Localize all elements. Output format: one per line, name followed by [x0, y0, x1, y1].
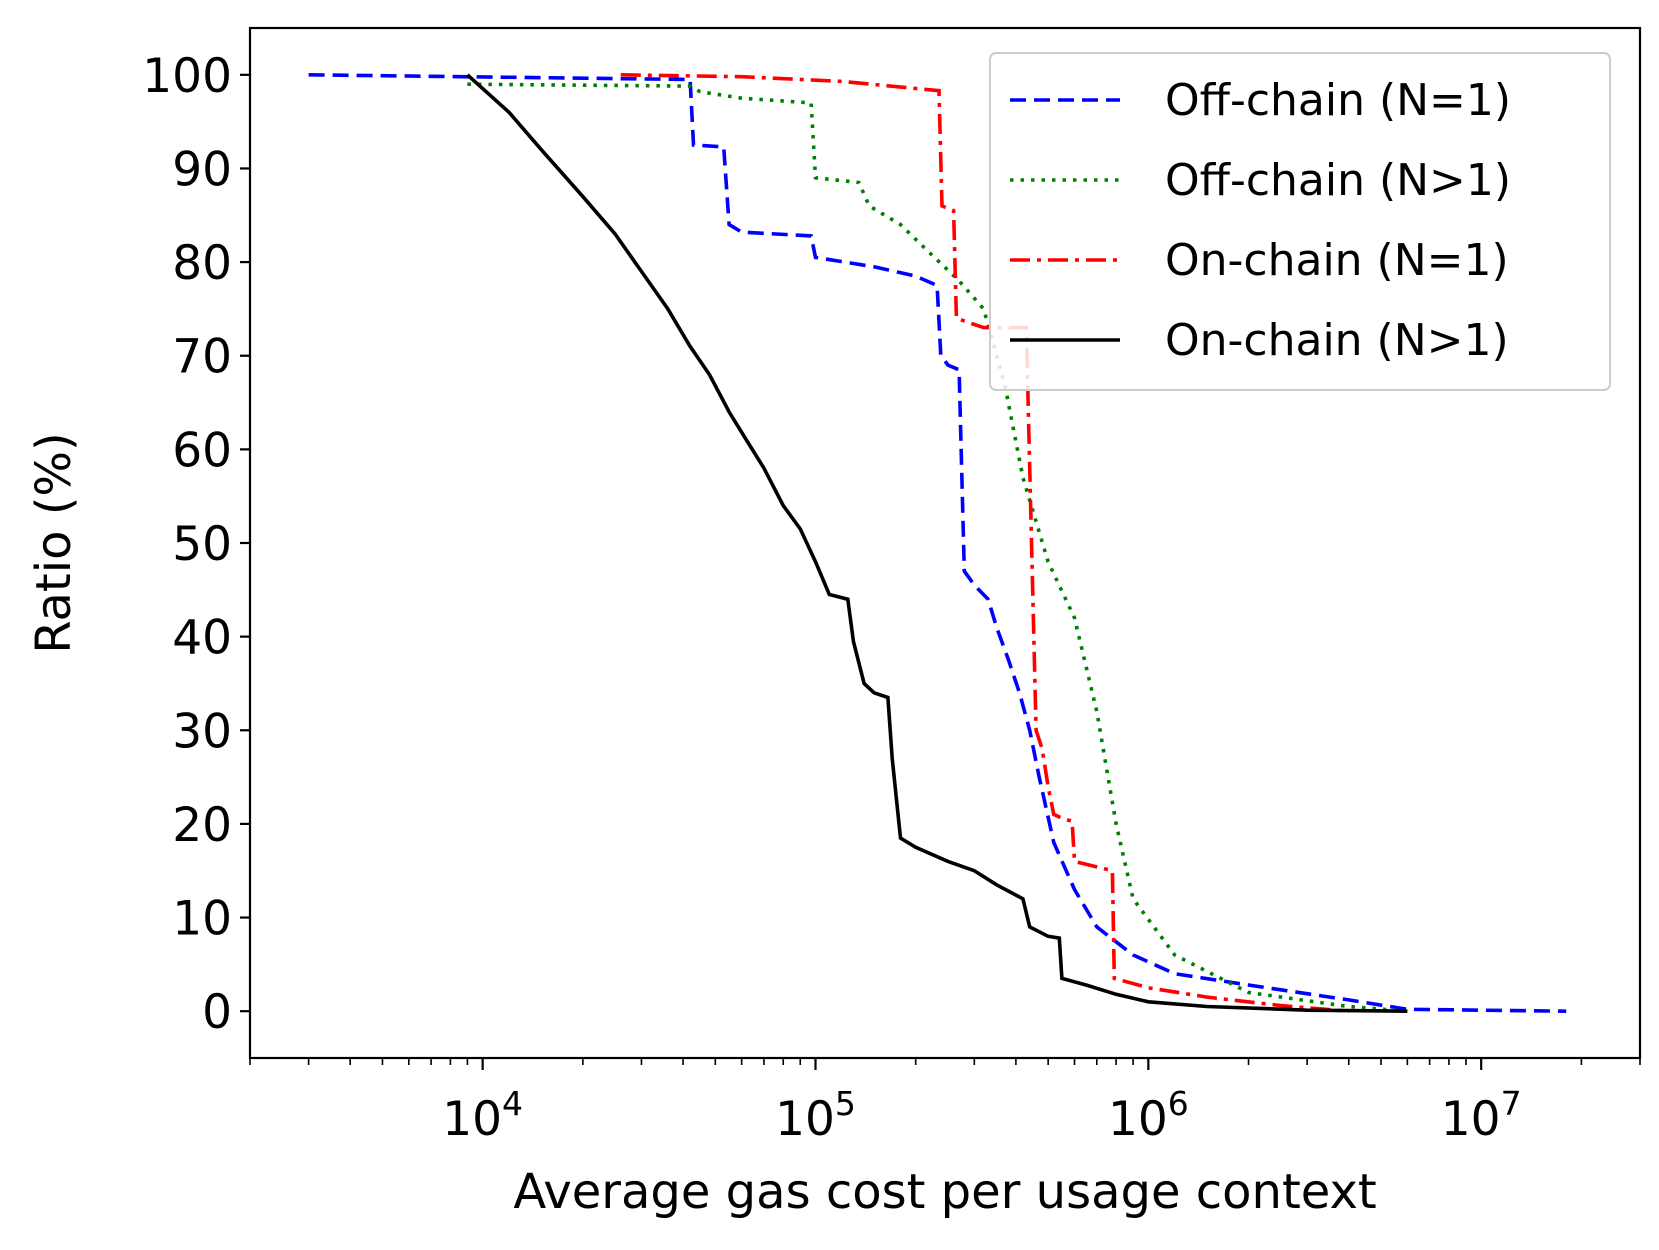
x-tick-label: 107 — [1441, 1084, 1522, 1147]
legend-label-4: On-chain (N>1) — [1165, 315, 1509, 366]
series-line-1 — [308, 73, 1567, 1013]
plot-frame — [248, 26, 1642, 1060]
x-axis-ticks: 104 105 106 107 — [249, 1058, 1641, 1147]
legend-label-2: Off-chain (N>1) — [1165, 155, 1511, 206]
y-tick-label: 60 — [172, 423, 232, 478]
y-tick-label: 30 — [172, 704, 232, 759]
legend: Off-chain (N=1) Off-chain (N>1) On-chain (… — [989, 52, 1611, 391]
y-axis-title: Ratio (%) — [26, 432, 82, 654]
x-tick-label: 106 — [1108, 1084, 1189, 1147]
series-layer — [308, 73, 1567, 1013]
y-tick-label: 90 — [172, 142, 232, 197]
legend-label-3: On-chain (N=1) — [1165, 235, 1509, 286]
y-tick-label: 50 — [172, 517, 232, 572]
series-line-3 — [620, 73, 1349, 1013]
x-axis-title: Average gas cost per usage context — [513, 1164, 1376, 1220]
legend-frame — [989, 52, 1611, 391]
x-tick-label: 104 — [442, 1084, 523, 1147]
y-tick-label: 10 — [172, 892, 232, 947]
y-axis-ticks: 0 10 20 30 40 50 60 70 80 90 100 — [142, 49, 250, 1040]
y-tick-label: 70 — [172, 330, 232, 385]
y-tick-label: 20 — [172, 798, 232, 853]
y-tick-label: 40 — [172, 611, 232, 666]
y-tick-label: 80 — [172, 236, 232, 291]
x-tick-label: 105 — [775, 1084, 856, 1147]
y-tick-label: 100 — [142, 49, 232, 104]
y-tick-label: 0 — [202, 985, 232, 1040]
series-line-4 — [466, 73, 1408, 1013]
legend-label-1: Off-chain (N=1) — [1165, 75, 1511, 126]
legend-items: Off-chain (N=1) Off-chain (N>1) On-chain (… — [1010, 75, 1511, 366]
